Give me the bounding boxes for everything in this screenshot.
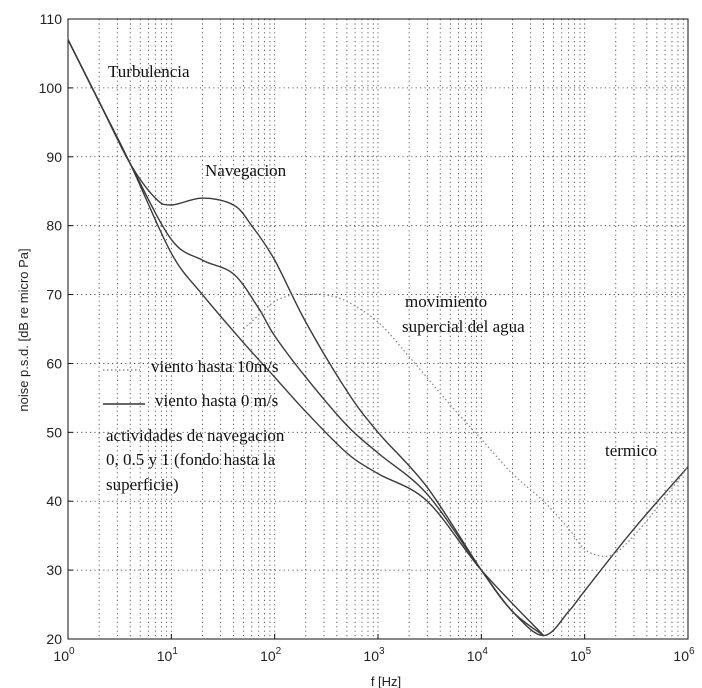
y-tick-label: 90 xyxy=(46,149,62,165)
annotation-movimiento-1: movimiento xyxy=(405,292,487,311)
y-axis-label: noise p.s.d. [dB re micro Pa] xyxy=(16,248,31,411)
annotation-turbulencia: Turbulencia xyxy=(108,62,190,81)
x-axis-ticks: 100 101 102 103 104 105 106 xyxy=(53,634,695,664)
x-tick-label: 100 xyxy=(53,646,75,664)
y-tick-label: 100 xyxy=(39,80,63,96)
y-tick-label: 60 xyxy=(46,355,62,371)
x-tick-label: 106 xyxy=(673,646,695,664)
y-tick-label: 80 xyxy=(46,218,62,234)
series-line-solid-3 xyxy=(67,39,545,637)
y-tick-label: 70 xyxy=(46,287,62,303)
annotation-shipping-1: actividades de navegacion xyxy=(106,426,285,445)
x-tick-label: 105 xyxy=(570,646,592,664)
legend-label-wind-10: viento hasta 10m/s xyxy=(151,357,278,376)
series-line-solid-1 xyxy=(67,39,689,637)
x-axis-label: f [Hz] xyxy=(371,674,401,688)
x-tick-label: 103 xyxy=(363,646,385,664)
y-tick-label: 40 xyxy=(46,493,62,509)
annotation-shipping-3: superficie) xyxy=(106,475,179,494)
annotation-termico: termico xyxy=(605,441,657,460)
annotation-navegacion: Navegacion xyxy=(205,161,287,180)
grid xyxy=(68,19,688,639)
y-tick-label: 50 xyxy=(46,424,62,440)
legend-label-wind-0: viento hasta 0 m/s xyxy=(155,391,278,410)
x-tick-label: 104 xyxy=(467,646,489,664)
x-tick-label: 102 xyxy=(260,646,282,664)
annotation-shipping-2: 0, 0.5 y 1 (fondo hasta la xyxy=(106,450,275,469)
series-line-dotted xyxy=(243,293,689,558)
y-tick-label: 30 xyxy=(46,562,62,578)
annotation-movimiento-2: supercial del agua xyxy=(402,317,525,336)
series-group xyxy=(67,39,689,637)
x-tick-label: 101 xyxy=(157,646,179,664)
y-axis-ticks: 110 100 90 80 70 60 50 40 30 20 xyxy=(39,11,73,647)
y-tick-label: 110 xyxy=(40,11,63,27)
y-tick-label: 20 xyxy=(46,631,62,647)
